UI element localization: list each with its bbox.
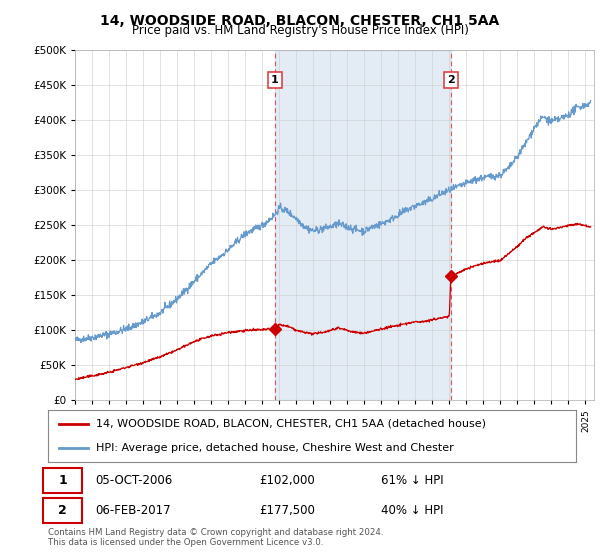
- Text: 1: 1: [271, 75, 279, 85]
- Text: 2: 2: [58, 503, 67, 517]
- Text: Contains HM Land Registry data © Crown copyright and database right 2024.
This d: Contains HM Land Registry data © Crown c…: [48, 528, 383, 547]
- Text: 14, WOODSIDE ROAD, BLACON, CHESTER, CH1 5AA (detached house): 14, WOODSIDE ROAD, BLACON, CHESTER, CH1 …: [95, 419, 485, 429]
- Text: 40% ↓ HPI: 40% ↓ HPI: [380, 503, 443, 517]
- FancyBboxPatch shape: [43, 468, 82, 493]
- Text: 1: 1: [58, 474, 67, 487]
- Text: Price paid vs. HM Land Registry's House Price Index (HPI): Price paid vs. HM Land Registry's House …: [131, 24, 469, 37]
- Text: 2: 2: [447, 75, 455, 85]
- Text: £177,500: £177,500: [259, 503, 315, 517]
- Text: £102,000: £102,000: [259, 474, 315, 487]
- Text: 61% ↓ HPI: 61% ↓ HPI: [380, 474, 443, 487]
- Bar: [275, 50, 451, 400]
- Text: 05-OCT-2006: 05-OCT-2006: [95, 474, 173, 487]
- Text: 14, WOODSIDE ROAD, BLACON, CHESTER, CH1 5AA: 14, WOODSIDE ROAD, BLACON, CHESTER, CH1 …: [100, 14, 500, 28]
- Text: 06-FEB-2017: 06-FEB-2017: [95, 503, 171, 517]
- Text: HPI: Average price, detached house, Cheshire West and Chester: HPI: Average price, detached house, Ches…: [95, 443, 453, 453]
- FancyBboxPatch shape: [43, 498, 82, 522]
